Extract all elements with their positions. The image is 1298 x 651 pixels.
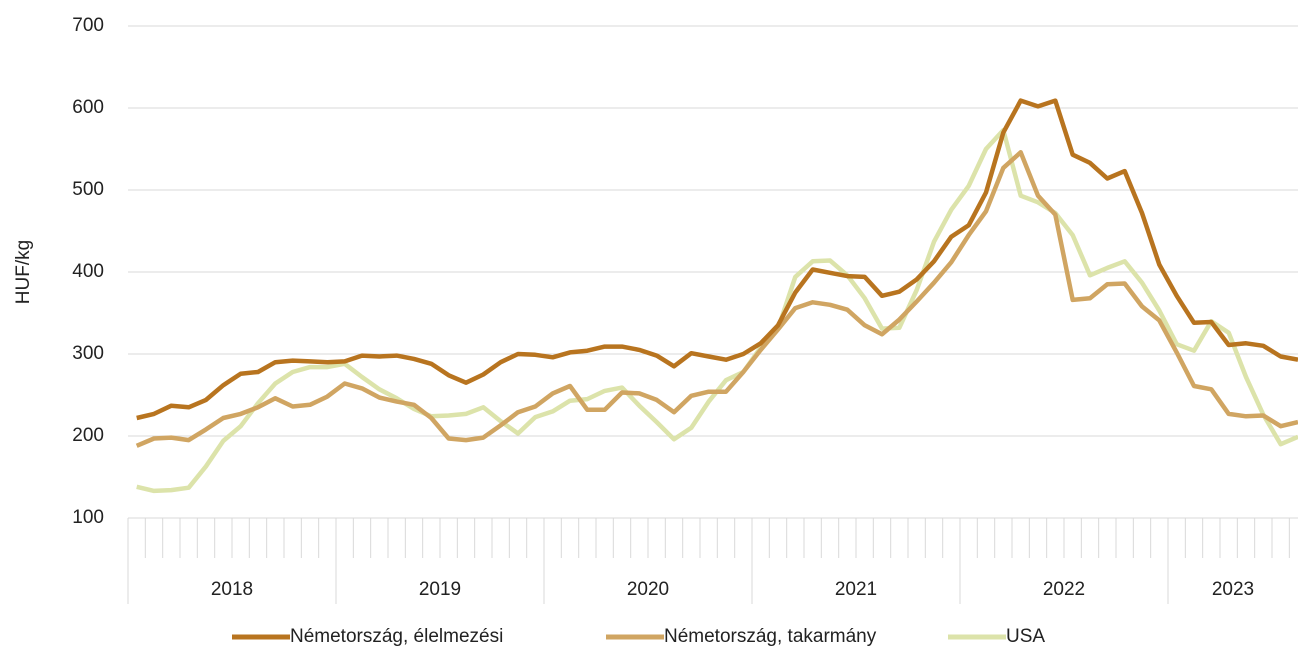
y-tick-label: 100 (72, 507, 104, 528)
legend-label: Németország, élelmezési (290, 626, 503, 647)
series-line (135, 150, 1298, 448)
x-group-label: 2021 (835, 579, 877, 600)
legend-label: Németország, takarmány (664, 626, 877, 647)
x-group-label: 2020 (627, 579, 669, 600)
y-axis-label: HUF/kg (13, 240, 34, 304)
y-tick-label: 300 (72, 343, 104, 364)
x-group-label: 2018 (211, 579, 253, 600)
y-tick-label: 400 (72, 261, 104, 282)
y-tick-label: 500 (72, 179, 104, 200)
x-group-label: 2019 (419, 579, 461, 600)
y-tick-label: 600 (72, 97, 104, 118)
y-tick-label: 700 (72, 15, 104, 36)
series-line (136, 98, 1298, 421)
series-line (136, 127, 1298, 494)
legend-label: USA (1006, 626, 1045, 647)
y-tick-label: 200 (72, 425, 104, 446)
x-group-label: 2022 (1043, 579, 1085, 600)
x-group-label: 2023 (1212, 579, 1254, 600)
